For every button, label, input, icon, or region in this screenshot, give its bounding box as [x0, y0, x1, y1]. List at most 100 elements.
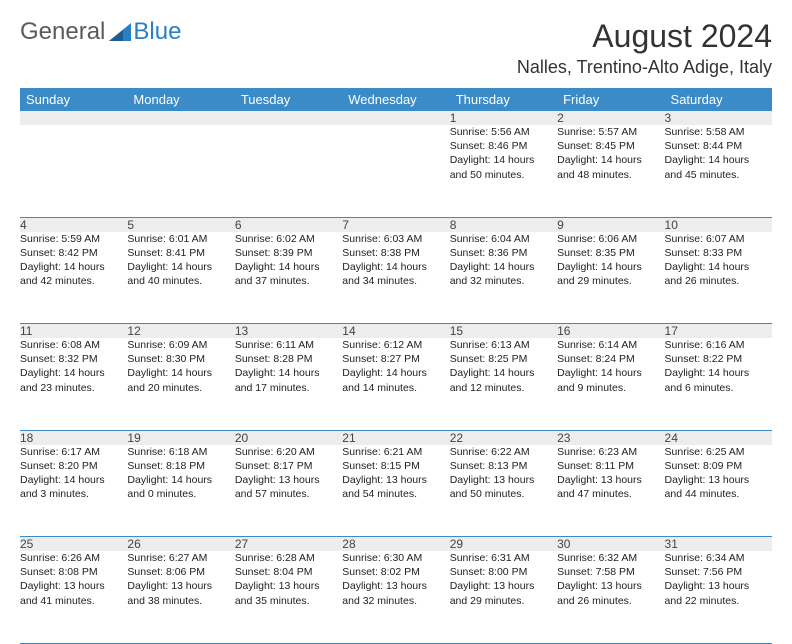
daylight-line2: and 14 minutes.	[342, 381, 449, 395]
day-data-cell: Sunrise: 6:22 AMSunset: 8:13 PMDaylight:…	[450, 445, 557, 537]
sunset-text: Sunset: 8:36 PM	[450, 246, 557, 260]
sunset-text: Sunset: 8:04 PM	[235, 565, 342, 579]
day-number-cell: 21	[342, 430, 449, 445]
daylight-line1: Daylight: 14 hours	[20, 260, 127, 274]
day-data-cell: Sunrise: 6:07 AMSunset: 8:33 PMDaylight:…	[665, 232, 772, 324]
day-data-cell: Sunrise: 6:11 AMSunset: 8:28 PMDaylight:…	[235, 338, 342, 430]
day-data-cell	[127, 125, 234, 217]
daylight-line2: and 48 minutes.	[557, 168, 664, 182]
sunrise-text: Sunrise: 5:56 AM	[450, 125, 557, 139]
day-data-row: Sunrise: 6:08 AMSunset: 8:32 PMDaylight:…	[20, 338, 772, 430]
sunset-text: Sunset: 8:20 PM	[20, 459, 127, 473]
sunrise-text: Sunrise: 6:11 AM	[235, 338, 342, 352]
daylight-line2: and 47 minutes.	[557, 487, 664, 501]
day-data-cell: Sunrise: 6:14 AMSunset: 8:24 PMDaylight:…	[557, 338, 664, 430]
day-data-cell: Sunrise: 6:17 AMSunset: 8:20 PMDaylight:…	[20, 445, 127, 537]
day-data-cell: Sunrise: 6:26 AMSunset: 8:08 PMDaylight:…	[20, 551, 127, 643]
day-number-cell: 10	[665, 217, 772, 232]
header: General Blue August 2024 Nalles, Trentin…	[20, 18, 772, 78]
sunrise-text: Sunrise: 6:30 AM	[342, 551, 449, 565]
sunrise-text: Sunrise: 6:02 AM	[235, 232, 342, 246]
day-data-cell: Sunrise: 5:57 AMSunset: 8:45 PMDaylight:…	[557, 125, 664, 217]
day-number-cell	[342, 111, 449, 125]
daylight-line1: Daylight: 14 hours	[557, 260, 664, 274]
day-number-cell: 13	[235, 324, 342, 339]
weekday-header: Sunday	[20, 88, 127, 111]
day-number-cell: 29	[450, 537, 557, 552]
sunset-text: Sunset: 8:00 PM	[450, 565, 557, 579]
daylight-line1: Daylight: 14 hours	[450, 153, 557, 167]
sunset-text: Sunset: 8:33 PM	[665, 246, 772, 260]
sunset-text: Sunset: 8:35 PM	[557, 246, 664, 260]
sunrise-text: Sunrise: 6:17 AM	[20, 445, 127, 459]
sunset-text: Sunset: 8:46 PM	[450, 139, 557, 153]
daylight-line2: and 44 minutes.	[665, 487, 772, 501]
calendar-header-row: SundayMondayTuesdayWednesdayThursdayFrid…	[20, 88, 772, 111]
sunset-text: Sunset: 8:18 PM	[127, 459, 234, 473]
brand-word2: Blue	[133, 18, 181, 46]
day-number-row: 25262728293031	[20, 537, 772, 552]
day-number-cell: 8	[450, 217, 557, 232]
sunrise-text: Sunrise: 6:01 AM	[127, 232, 234, 246]
daylight-line2: and 34 minutes.	[342, 274, 449, 288]
daylight-line2: and 29 minutes.	[557, 274, 664, 288]
sunset-text: Sunset: 8:08 PM	[20, 565, 127, 579]
sunset-text: Sunset: 8:22 PM	[665, 352, 772, 366]
day-number-cell: 24	[665, 430, 772, 445]
daylight-line1: Daylight: 14 hours	[665, 153, 772, 167]
day-number-cell: 23	[557, 430, 664, 445]
daylight-line2: and 20 minutes.	[127, 381, 234, 395]
day-number-cell: 6	[235, 217, 342, 232]
daylight-line1: Daylight: 13 hours	[127, 579, 234, 593]
daylight-line2: and 22 minutes.	[665, 594, 772, 608]
day-number-cell: 14	[342, 324, 449, 339]
sunset-text: Sunset: 8:15 PM	[342, 459, 449, 473]
daylight-line2: and 3 minutes.	[20, 487, 127, 501]
daylight-line1: Daylight: 14 hours	[342, 366, 449, 380]
day-number-cell: 30	[557, 537, 664, 552]
sunrise-text: Sunrise: 6:32 AM	[557, 551, 664, 565]
title-block: August 2024 Nalles, Trentino-Alto Adige,…	[517, 18, 772, 78]
day-data-cell: Sunrise: 6:12 AMSunset: 8:27 PMDaylight:…	[342, 338, 449, 430]
daylight-line2: and 26 minutes.	[557, 594, 664, 608]
daylight-line1: Daylight: 14 hours	[450, 260, 557, 274]
day-data-cell: Sunrise: 6:02 AMSunset: 8:39 PMDaylight:…	[235, 232, 342, 324]
daylight-line2: and 40 minutes.	[127, 274, 234, 288]
day-number-cell: 17	[665, 324, 772, 339]
sunset-text: Sunset: 8:30 PM	[127, 352, 234, 366]
day-data-row: Sunrise: 5:56 AMSunset: 8:46 PMDaylight:…	[20, 125, 772, 217]
sunrise-text: Sunrise: 6:34 AM	[665, 551, 772, 565]
day-data-cell: Sunrise: 6:23 AMSunset: 8:11 PMDaylight:…	[557, 445, 664, 537]
sunset-text: Sunset: 8:39 PM	[235, 246, 342, 260]
sunset-text: Sunset: 8:28 PM	[235, 352, 342, 366]
day-data-cell: Sunrise: 6:03 AMSunset: 8:38 PMDaylight:…	[342, 232, 449, 324]
day-data-cell: Sunrise: 6:34 AMSunset: 7:56 PMDaylight:…	[665, 551, 772, 643]
day-data-cell: Sunrise: 6:09 AMSunset: 8:30 PMDaylight:…	[127, 338, 234, 430]
sunrise-text: Sunrise: 6:03 AM	[342, 232, 449, 246]
daylight-line2: and 6 minutes.	[665, 381, 772, 395]
daylight-line1: Daylight: 13 hours	[342, 473, 449, 487]
daylight-line1: Daylight: 14 hours	[557, 366, 664, 380]
daylight-line2: and 42 minutes.	[20, 274, 127, 288]
sunrise-text: Sunrise: 6:18 AM	[127, 445, 234, 459]
daylight-line2: and 29 minutes.	[450, 594, 557, 608]
daylight-line1: Daylight: 14 hours	[127, 473, 234, 487]
day-number-cell: 2	[557, 111, 664, 125]
day-number-row: 18192021222324	[20, 430, 772, 445]
daylight-line1: Daylight: 13 hours	[20, 579, 127, 593]
daylight-line2: and 32 minutes.	[342, 594, 449, 608]
sunset-text: Sunset: 8:41 PM	[127, 246, 234, 260]
sunrise-text: Sunrise: 6:06 AM	[557, 232, 664, 246]
sunrise-text: Sunrise: 6:08 AM	[20, 338, 127, 352]
daylight-line2: and 37 minutes.	[235, 274, 342, 288]
day-number-cell: 9	[557, 217, 664, 232]
brand-triangle-icon	[109, 23, 131, 41]
day-number-cell: 18	[20, 430, 127, 445]
day-data-cell: Sunrise: 6:01 AMSunset: 8:41 PMDaylight:…	[127, 232, 234, 324]
sunrise-text: Sunrise: 6:22 AM	[450, 445, 557, 459]
day-data-cell: Sunrise: 6:08 AMSunset: 8:32 PMDaylight:…	[20, 338, 127, 430]
day-number-cell: 11	[20, 324, 127, 339]
day-data-cell: Sunrise: 5:56 AMSunset: 8:46 PMDaylight:…	[450, 125, 557, 217]
weekday-header: Saturday	[665, 88, 772, 111]
day-number-cell: 15	[450, 324, 557, 339]
